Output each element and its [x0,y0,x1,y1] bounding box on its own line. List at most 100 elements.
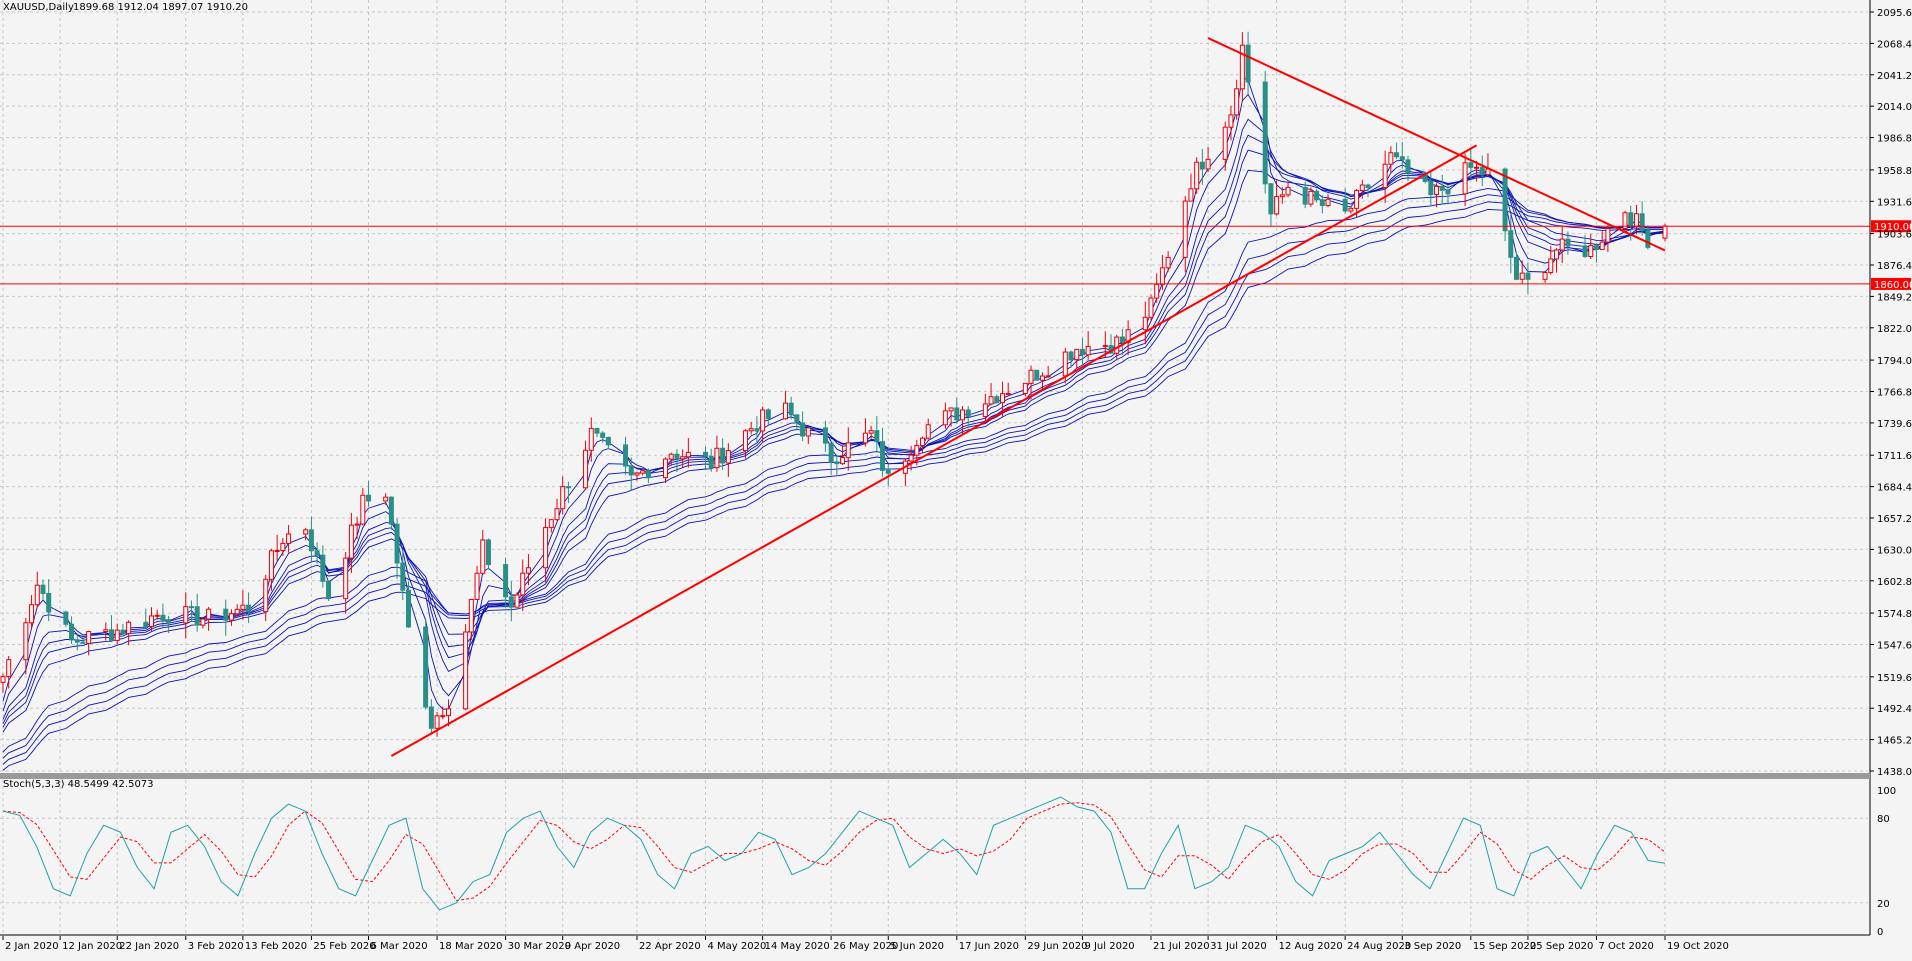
x-tick-label: 2 Jan 2020 [5,941,59,952]
y-tick-label: 1657.20 [1877,514,1912,525]
bull-candle [228,613,234,621]
bull-candle [126,621,132,635]
y-tick-label: 1684.40 [1877,483,1912,494]
bull-candle [234,608,240,615]
bull-candle [1085,345,1091,356]
y-tick-label: 1465.20 [1877,736,1912,747]
bear-candle [954,407,960,421]
bull-candle [988,396,994,405]
y-tick-label: 1986.80 [1877,134,1912,145]
bear-candle [1582,245,1588,257]
x-tick-label: 17 Jun 2020 [959,941,1019,952]
bear-candle [428,706,434,729]
bear-candle [1119,336,1125,344]
bear-candle [80,641,86,644]
bull-candle [725,450,731,464]
candles [0,31,1668,737]
y-tick-label: 1958.80 [1877,166,1912,177]
bear-candle [1365,184,1371,189]
bear-candle [1525,272,1531,280]
bear-candle [565,486,571,489]
bear-candle [320,554,326,582]
bear-candle [885,469,891,474]
x-tick-label: 31 Jul 2020 [1210,941,1267,952]
bull-candle [1165,256,1171,269]
bull-candle [1348,207,1354,212]
bear-candle [1268,183,1274,215]
bear-candle [120,629,126,635]
y-tick-label: 2014.00 [1877,102,1912,113]
x-tick-label: 3 Sep 2020 [1404,941,1461,952]
bull-candle [1559,238,1565,251]
x-tick-label: 3 Feb 2020 [188,941,244,952]
y-tick-label: 1903.60 [1877,230,1912,241]
y-tick-label: 1739.60 [1877,419,1912,430]
bull-candle [925,424,931,439]
bull-candle [1234,88,1240,116]
bear-candle [1245,44,1251,83]
y-tick-label: 1822.00 [1877,324,1912,335]
bull-candle [583,449,589,489]
y-tick-label: 1849.20 [1877,292,1912,303]
x-tick-label: 25 Feb 2020 [313,941,375,952]
bull-candle [354,523,360,526]
horizontal-levels: 1910.00 1860.00 [0,220,1912,291]
bear-candle [400,562,406,591]
x-tick-label: 9 Jul 2020 [1084,941,1134,952]
bull-candle [548,519,554,529]
bull-candle [845,442,851,459]
y-tick-label: 1794.00 [1877,356,1912,367]
bull-candle [1599,241,1605,250]
bear-candle [605,436,611,446]
bull-candle [1148,297,1154,318]
bull-candle [805,427,811,437]
bull-candle [1028,369,1034,384]
x-tick-label: 21 Jul 2020 [1153,941,1210,952]
bear-candle [628,465,634,476]
bull-candle [748,428,754,432]
bull-candle [742,430,748,452]
bull-candle [840,457,846,465]
bear-candle [1445,189,1451,195]
bear-candle [1319,199,1325,206]
bull-candle [1102,345,1108,348]
bull-candle [1022,382,1028,394]
price-tag-label: 1910.00 [1874,222,1912,233]
bull-candle [634,472,640,476]
bull-candle [1382,163,1388,189]
bull-candle [1519,272,1525,280]
price-tag [1871,220,1911,233]
bull-candle [1279,194,1285,198]
bear-candle [1439,185,1445,191]
bull-candle [1182,200,1188,258]
bear-candle [828,442,834,463]
bull-candle [1622,212,1628,230]
bull-candle [1605,228,1611,243]
bear-candle [366,494,372,502]
y-tick-label: 1630.00 [1877,545,1912,556]
bear-candle [1314,190,1320,201]
x-tick-label: 30 Mar 2020 [508,941,571,952]
bull-candle [525,567,531,574]
bull-candle [982,403,988,418]
bull-candle [714,447,720,469]
y-tick-label: 1876.40 [1877,261,1912,272]
bear-candle [1628,212,1634,227]
stoch-level-label: 80 [1877,814,1890,825]
bear-candle [874,430,880,443]
bear-candle [1342,198,1348,212]
bull-candle [183,606,189,624]
bull-candle [200,618,206,626]
header-symbol: XAUUSD,Daily [3,2,74,13]
bear-candle [423,626,429,708]
bear-candle [314,550,320,556]
bull-candle [1005,392,1011,395]
bear-candle [143,621,149,627]
x-tick-label: 4 May 2020 [707,941,766,952]
bear-candle [166,619,172,624]
bear-candle [794,414,800,424]
bear-candle [1468,162,1474,168]
bull-candle [263,578,269,613]
bear-candle [1199,161,1205,170]
bull-candle [1125,329,1131,344]
